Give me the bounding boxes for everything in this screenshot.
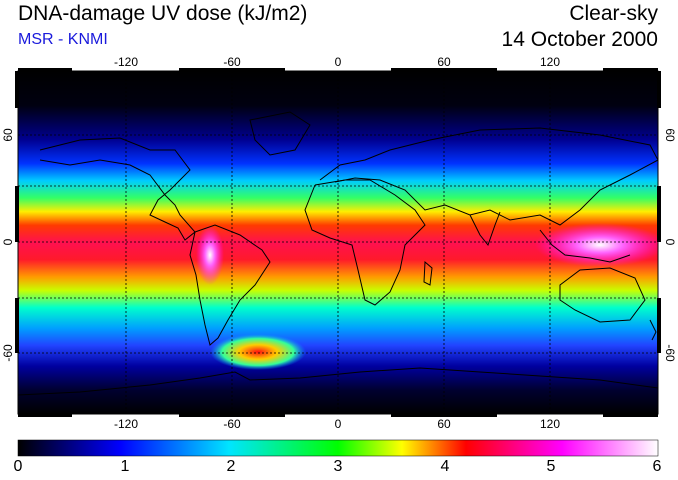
source-label: MSR - KNMI bbox=[18, 31, 108, 48]
lat-tick-left: -60 bbox=[1, 344, 15, 362]
lon-tick-top: 120 bbox=[540, 55, 560, 69]
colorbar-label: 5 bbox=[546, 458, 556, 475]
lon-tick-bottom: 0 bbox=[335, 417, 342, 431]
lon-tick-top: 60 bbox=[437, 55, 451, 69]
lon-tick-bottom: 120 bbox=[540, 417, 560, 431]
colorbar bbox=[17, 439, 659, 457]
colorbar-label: 4 bbox=[440, 458, 450, 475]
lon-tick-bottom: 60 bbox=[437, 417, 451, 431]
lon-tick-top: -120 bbox=[114, 55, 138, 69]
graticule bbox=[18, 71, 658, 414]
lat-tick-left: 0 bbox=[1, 238, 15, 245]
condition-label: Clear-sky bbox=[569, 2, 658, 25]
colorbar-label: 6 bbox=[652, 458, 662, 475]
lon-tick-top: -60 bbox=[223, 55, 241, 69]
coastlines bbox=[18, 111, 658, 396]
colorbar-label: 2 bbox=[226, 458, 236, 475]
colorbar-label: 0 bbox=[13, 458, 23, 475]
map-frame bbox=[15, 68, 661, 417]
lon-tick-bottom: -120 bbox=[114, 417, 138, 431]
lat-tick-right: -60 bbox=[663, 344, 677, 362]
lon-tick-bottom: -60 bbox=[223, 417, 241, 431]
lat-tick-right: 60 bbox=[663, 128, 677, 142]
colorbar-label: 3 bbox=[333, 458, 343, 475]
map-title: DNA-damage UV dose (kJ/m2) bbox=[18, 2, 308, 25]
uv-dose-field bbox=[18, 71, 658, 414]
lon-tick-top: 0 bbox=[335, 55, 342, 69]
date-label: 14 October 2000 bbox=[501, 28, 658, 51]
lat-tick-right: 0 bbox=[663, 239, 677, 246]
colorbar-label: 1 bbox=[120, 458, 130, 475]
lat-tick-left: 60 bbox=[1, 128, 15, 142]
